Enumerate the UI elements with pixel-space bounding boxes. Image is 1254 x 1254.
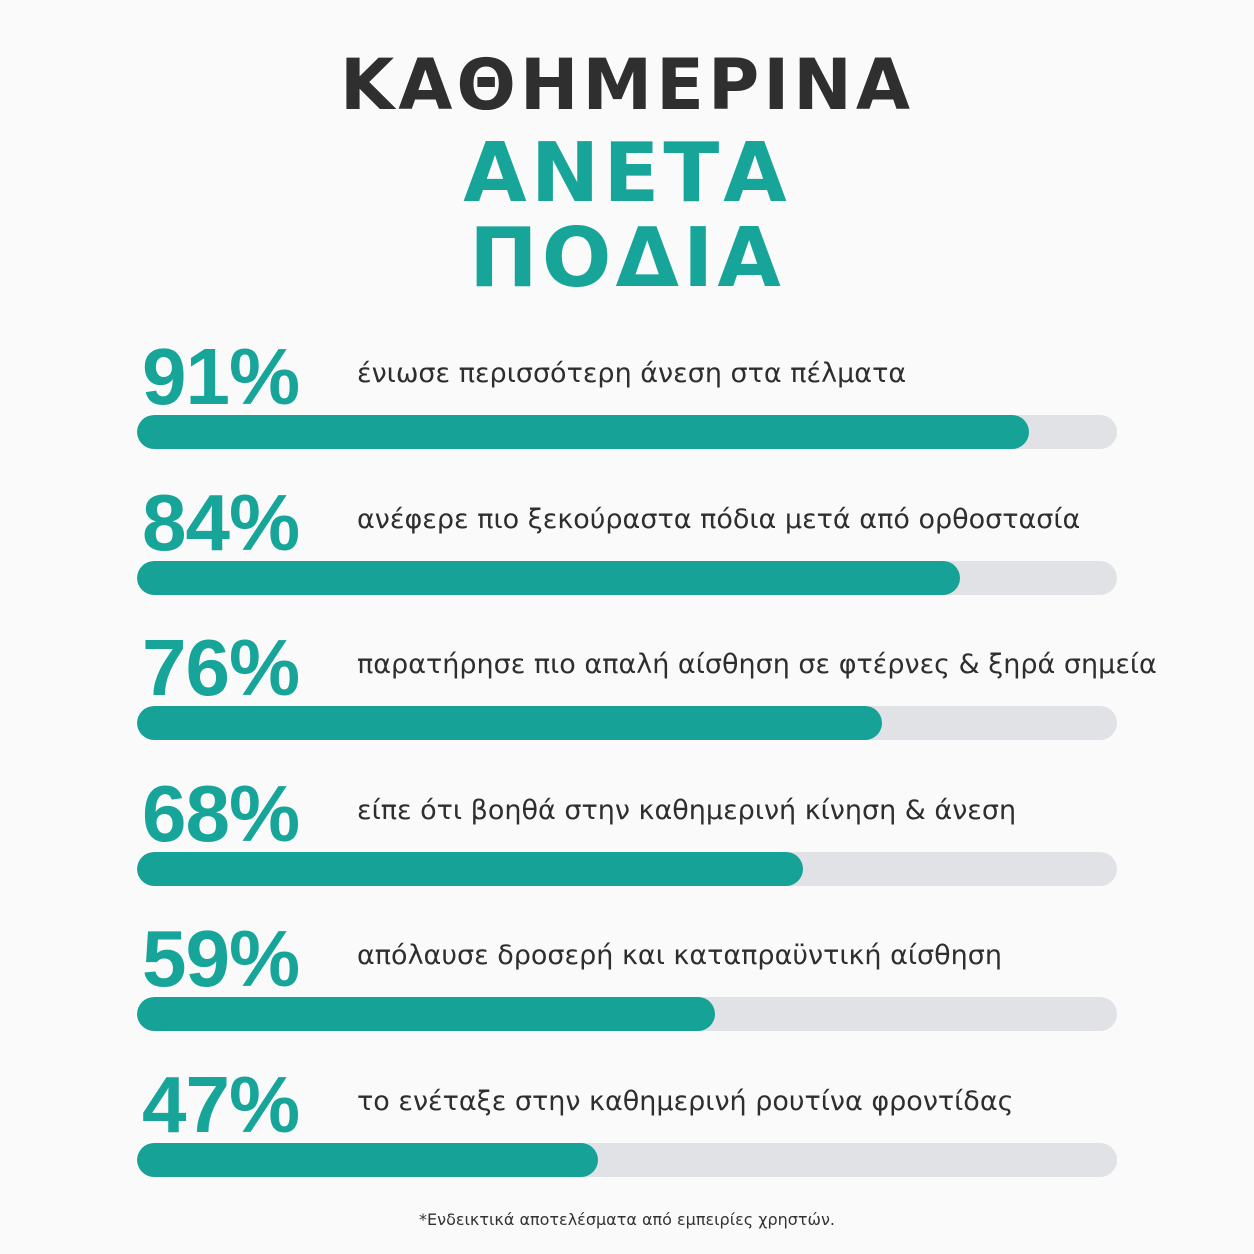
progress-bar-fill — [137, 560, 960, 595]
progress-track — [137, 415, 1117, 449]
stat-percent-label: 84% — [142, 477, 300, 567]
stat-row: 84% ανέφερε πιο ξεκούραστα πόδια μετά απ… — [137, 477, 1117, 603]
progress-bar-fill — [137, 415, 1029, 449]
stat-description: ένιωσε περισσότερη άνεση στα πέλματα — [357, 358, 907, 389]
stat-percent-label: 47% — [142, 1059, 300, 1149]
stat-description: το ενέταξε στην καθημερινή ρουτίνα φροντ… — [357, 1085, 1014, 1117]
stat-description: παρατήρησε πιο απαλή αίσθηση σε φτέρνες … — [357, 649, 1157, 680]
stat-percent-label: 76% — [142, 623, 300, 712]
progress-bar-fill — [137, 997, 715, 1031]
stat-percent-label: 91% — [142, 332, 300, 421]
progress-bar-fill — [137, 706, 882, 740]
stat-row: 47% το ενέταξε στην καθημερινή ρουτίνα φ… — [137, 1059, 1117, 1185]
stat-percent-label: 68% — [142, 768, 300, 858]
progress-track — [137, 997, 1117, 1031]
progress-track — [137, 560, 1117, 595]
stat-row: 91% ένιωσε περισσότερη άνεση στα πέλματα — [137, 337, 1117, 457]
progress-bar-fill — [137, 1142, 598, 1177]
progress-track — [137, 851, 1117, 886]
stat-description: ανέφερε πιο ξεκούραστα πόδια μετά από ορ… — [357, 503, 1081, 535]
stat-row: 59% απόλαυσε δροσερή και καταπραϋντική α… — [137, 919, 1117, 1039]
title-line-2: ΑΝΕΤΑ — [463, 126, 791, 221]
stat-row: 68% είπε ότι βοηθά στην καθημερινή κίνησ… — [137, 768, 1117, 894]
stat-percent-label: 59% — [142, 914, 300, 1003]
stat-row: 76% παρατήρησε πιο απαλή αίσθηση σε φτέρ… — [137, 623, 1157, 748]
progress-bar-fill — [137, 851, 803, 886]
progress-track — [137, 1142, 1117, 1177]
stat-description: απόλαυσε δροσερή και καταπραϋντική αίσθη… — [357, 940, 1002, 971]
title-line-3: ΠΟΔΙΑ — [469, 211, 785, 306]
progress-track — [137, 706, 1117, 740]
stat-description: είπε ότι βοηθά στην καθημερινή κίνηση & … — [357, 794, 1017, 826]
footnote: *Ενδεικτικά αποτελέσματα από εμπειρίες χ… — [419, 1210, 835, 1229]
title-line-1: ΚΑΘΗΜΕΡΙΝΑ — [339, 44, 915, 126]
